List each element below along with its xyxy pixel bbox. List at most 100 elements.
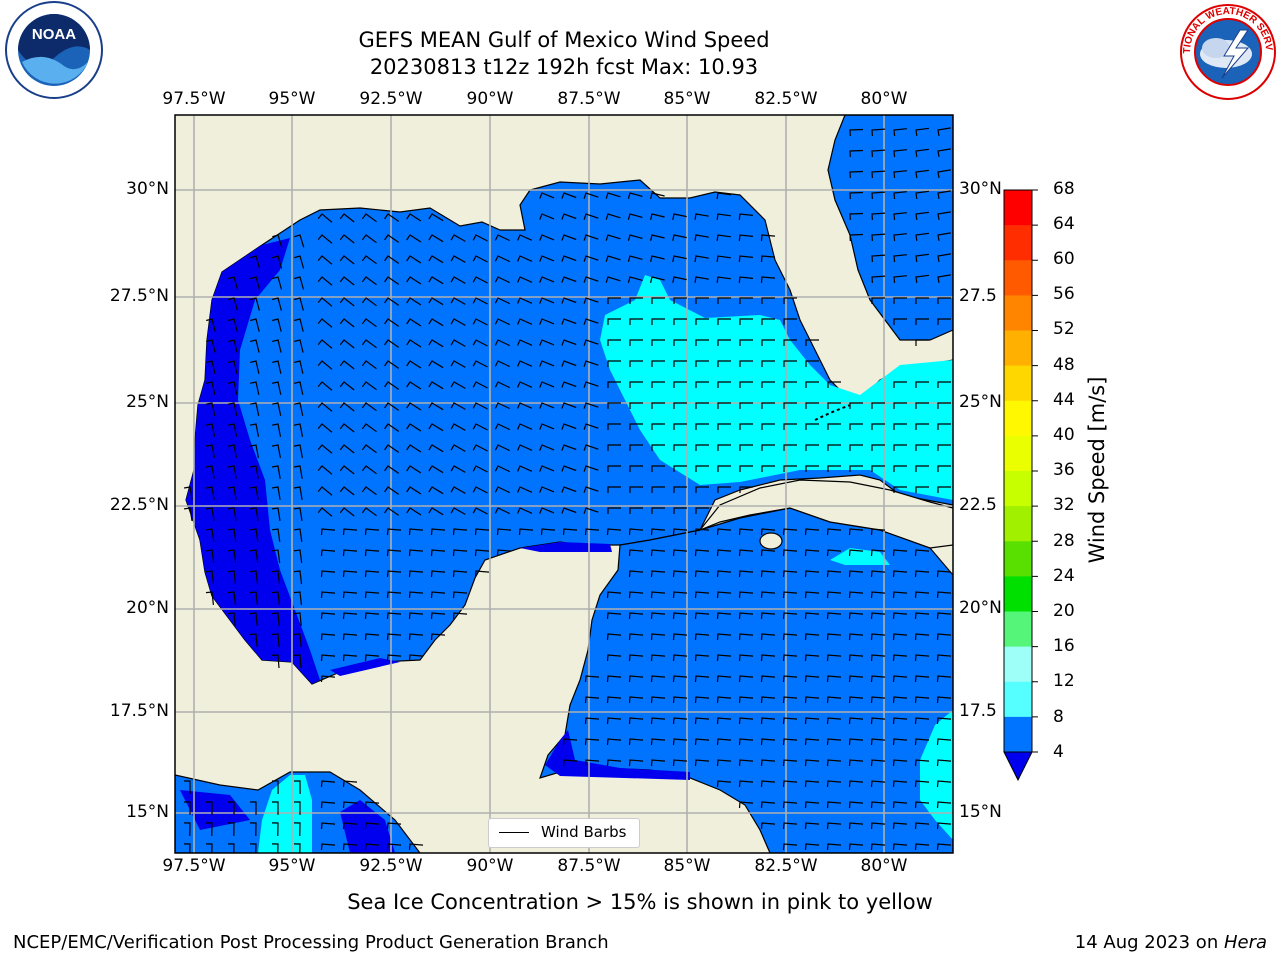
wind-barb xyxy=(428,402,444,411)
lon-label-top: 85°W xyxy=(663,89,711,109)
wind-barb xyxy=(826,675,842,683)
wind-barb xyxy=(386,633,402,641)
wind-barb xyxy=(472,507,488,515)
wind-barb xyxy=(673,297,687,304)
wind-barb xyxy=(871,233,886,242)
wind-barb xyxy=(915,148,929,157)
wind-barb xyxy=(184,780,191,795)
wind-barb xyxy=(606,612,622,620)
wind-barb xyxy=(738,633,754,641)
wind-barb xyxy=(761,297,775,304)
wind-barb xyxy=(317,486,333,496)
wind-barb xyxy=(539,297,555,304)
wind-barb xyxy=(738,549,754,557)
wind-barb xyxy=(717,402,731,409)
wind-barb xyxy=(672,738,688,746)
wind-barb xyxy=(539,276,555,283)
wind-barb xyxy=(650,696,666,704)
wind-barb xyxy=(384,360,400,369)
wind-barb xyxy=(517,234,533,241)
wind-barb xyxy=(384,297,400,306)
lon-label-bottom: 97.5°W xyxy=(162,856,226,876)
wind-barb xyxy=(361,297,377,307)
wind-barb xyxy=(606,759,622,767)
wind-barb xyxy=(892,780,908,788)
wind-barb xyxy=(562,738,578,746)
wind-barb xyxy=(408,612,424,620)
wind-barb xyxy=(450,486,466,494)
wind-barb xyxy=(892,570,908,578)
wind-barb xyxy=(561,213,577,220)
wind-barb xyxy=(782,591,798,599)
wind-barb xyxy=(937,423,951,430)
wind-barbs xyxy=(183,127,952,853)
wind-barb xyxy=(474,549,490,557)
wind-barb xyxy=(827,444,841,451)
wind-barb xyxy=(320,780,336,788)
wind-barb xyxy=(606,528,622,536)
wind-barb xyxy=(561,276,577,283)
wind-barb xyxy=(695,444,709,451)
wind-barb xyxy=(406,297,422,306)
wind-barb xyxy=(606,654,622,662)
wind-barb xyxy=(428,276,444,285)
wind-barb xyxy=(849,170,864,179)
wind-barb xyxy=(629,444,643,451)
wind-barb xyxy=(428,444,444,453)
wind-barb xyxy=(561,255,577,262)
wind-barb xyxy=(650,528,666,536)
colorbar-band xyxy=(1004,225,1032,261)
wind-barb xyxy=(848,738,864,746)
wind-barb xyxy=(761,465,775,472)
wind-barb xyxy=(672,591,688,599)
colorbar-band xyxy=(1004,716,1032,753)
wind-barb xyxy=(384,381,400,390)
wind-barb xyxy=(406,360,422,369)
wind-barb xyxy=(206,801,213,815)
wind-barb xyxy=(271,444,281,458)
lon-label-bottom: 82.5°W xyxy=(754,856,818,876)
wind-barb xyxy=(605,234,621,241)
lon-label-top: 90°W xyxy=(466,89,514,109)
wind-barb xyxy=(386,654,402,662)
wind-barb xyxy=(717,444,731,451)
wind-barb xyxy=(629,339,643,346)
wind-barb xyxy=(739,423,753,430)
wind-barb xyxy=(738,528,754,536)
wind-barb xyxy=(494,297,510,305)
wind-barb xyxy=(871,212,886,221)
wind-barb xyxy=(936,612,952,620)
wind-barb xyxy=(826,822,842,830)
wind-barb xyxy=(849,465,863,472)
wind-barb xyxy=(317,255,333,265)
wind-barb xyxy=(694,570,710,578)
wind-barb xyxy=(271,402,282,416)
wind-barb xyxy=(228,507,237,521)
wind-barb xyxy=(848,822,864,830)
colorbar-band xyxy=(1004,330,1032,367)
wind-barb xyxy=(673,360,687,367)
lat-label-left: 15°N xyxy=(126,802,169,822)
lat-label-left: 20°N xyxy=(126,598,169,618)
wind-barb xyxy=(361,318,377,328)
wind-barb xyxy=(293,822,301,837)
wind-barb xyxy=(870,780,886,788)
wind-barb xyxy=(893,486,907,493)
wind-barb xyxy=(739,360,753,367)
wind-barb xyxy=(342,843,358,851)
wind-barb xyxy=(716,528,732,536)
wind-barb xyxy=(472,381,488,389)
wind-barb xyxy=(936,654,952,662)
wind-barb xyxy=(716,780,732,788)
wind-barb xyxy=(317,402,333,412)
wind-barb xyxy=(650,213,665,220)
wind-barb xyxy=(849,402,863,409)
wind-barb xyxy=(826,591,842,599)
wind-barb xyxy=(805,360,819,367)
map-frame xyxy=(174,114,954,854)
wind-barb xyxy=(539,486,555,493)
wind-barb xyxy=(472,339,488,347)
wind-barb xyxy=(651,381,665,388)
wind-barb xyxy=(760,234,776,242)
colorbar-band xyxy=(1004,646,1032,683)
